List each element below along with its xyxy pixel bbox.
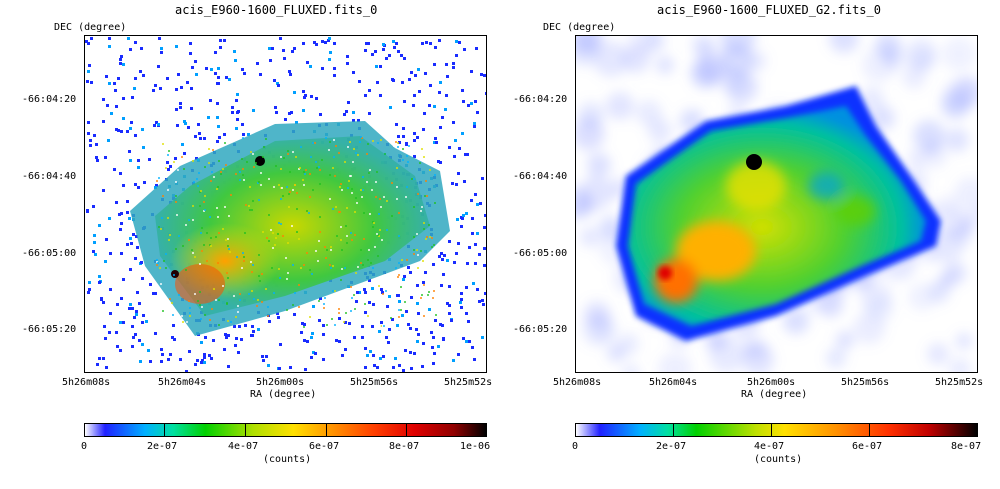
right-bright-spot	[658, 266, 672, 280]
left-cbar-tick-1: 0	[81, 441, 88, 452]
left-cbar-tick-5: 8e-07	[389, 441, 420, 452]
right-xtick-3: 5h26m00s	[747, 377, 796, 388]
left-cbar-tick-2: 2e-07	[147, 441, 178, 452]
right-panel-title: acis_E960-1600_FLUXED_G2.fits_0	[657, 3, 881, 17]
left-colorbar-label: (counts)	[263, 454, 312, 465]
left-cbar-tick-6: 1e-06	[460, 441, 491, 452]
left-xtick-3: 5h26m00s	[256, 377, 305, 388]
right-xtick-2: 5h26m04s	[649, 377, 698, 388]
left-cbar-tick-3: 4e-07	[228, 441, 259, 452]
right-colorbar[interactable]	[575, 423, 978, 437]
left-y-axis-label: DEC (degree)	[54, 22, 127, 33]
left-panel-title: acis_E960-1600_FLUXED.fits_0	[175, 3, 378, 17]
right-cbar-tick-1: 0	[572, 441, 579, 452]
left-xtick-1: 5h26m08s	[62, 377, 111, 388]
right-image-canvas	[576, 36, 977, 372]
left-xtick-5: 5h25m52s	[444, 377, 493, 388]
right-x-axis-label: RA (degree)	[741, 389, 808, 400]
right-xtick-1: 5h26m08s	[553, 377, 602, 388]
right-xtick-4: 5h25m56s	[841, 377, 890, 388]
right-image-frame[interactable]	[575, 35, 978, 373]
right-cbar-tick-4: 6e-07	[852, 441, 883, 452]
right-ytick-4: -66:05:20	[513, 324, 568, 335]
left-ytick-2: -66:04:40	[22, 171, 77, 182]
left-xtick-4: 5h25m56s	[350, 377, 399, 388]
left-image-canvas	[85, 37, 486, 372]
right-y-axis-label: DEC (degree)	[543, 22, 616, 33]
left-x-axis-label: RA (degree)	[250, 389, 317, 400]
right-ytick-1: -66:04:20	[513, 94, 568, 105]
right-hotspot	[746, 154, 762, 170]
right-colorbar-label: (counts)	[754, 454, 803, 465]
left-hotspot	[255, 156, 265, 166]
left-ytick-4: -66:05:20	[22, 324, 77, 335]
right-cbar-tick-2: 2e-07	[656, 441, 687, 452]
left-ytick-3: -66:05:00	[22, 248, 77, 259]
left-xtick-2: 5h26m04s	[158, 377, 207, 388]
left-image-frame[interactable]	[84, 35, 487, 373]
right-cbar-tick-5: 8e-07	[951, 441, 982, 452]
left-colorbar[interactable]	[84, 423, 487, 437]
right-xtick-5: 5h25m52s	[935, 377, 984, 388]
right-cbar-tick-3: 4e-07	[754, 441, 785, 452]
right-ytick-2: -66:04:40	[513, 171, 568, 182]
left-cbar-tick-4: 6e-07	[309, 441, 340, 452]
left-ytick-1: -66:04:20	[22, 94, 77, 105]
right-ytick-3: -66:05:00	[513, 248, 568, 259]
